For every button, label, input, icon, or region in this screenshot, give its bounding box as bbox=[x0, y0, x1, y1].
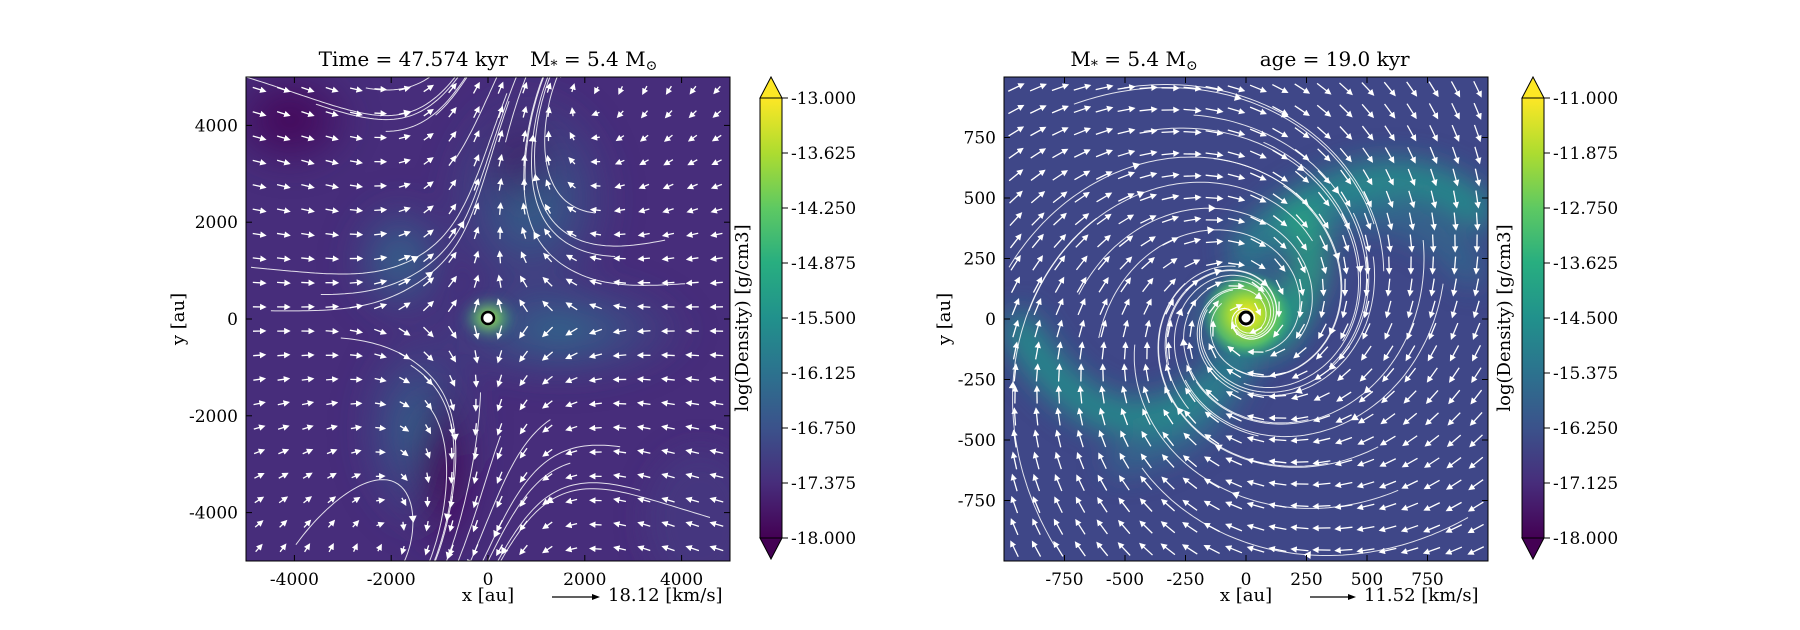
colorbar-2-tick-label: -11.000 bbox=[1553, 89, 1618, 109]
colorbar-2-tick-label: -11.875 bbox=[1553, 144, 1618, 164]
panel-1-ytick-label: 2000 bbox=[195, 213, 238, 233]
panel-2-ylabel: y [au] bbox=[934, 293, 955, 346]
panel-1-xtick-label: 0 bbox=[483, 570, 494, 590]
panel-1-xtick-label: -2000 bbox=[367, 570, 416, 590]
panel-2-xtick-label: 750 bbox=[1411, 570, 1443, 590]
panel-2-axes: -750 -500 -250 0 250 500 750 -750 -500 -250 0 250 50… bbox=[958, 77, 1488, 590]
panel-1-density-map bbox=[246, 77, 730, 561]
panel-1-axes: -4000 -2000 0 2000 4000 -4000 -2000 0 2000 4000 bbox=[189, 77, 730, 590]
colorbar-2-tick-label: -12.750 bbox=[1553, 199, 1618, 219]
colorbar-1: -13.000 -13.625 -14.250 -14.875 -15.500 -16.1… bbox=[732, 75, 856, 561]
panel-1-ylabel: y [au] bbox=[168, 293, 189, 346]
panel-1: Time = 47.574 kyr M* = 5.4 M⊙ -4000 -2000 0… bbox=[168, 47, 731, 606]
panel-1-sink-marker bbox=[480, 310, 496, 326]
colorbar-1-tick-label: -16.750 bbox=[791, 419, 856, 439]
panel-2-xtick-label: 250 bbox=[1290, 570, 1322, 590]
panel-2-xlabel: x [au] bbox=[1220, 585, 1272, 606]
colorbar-2-label: log(Density) [g/cm3] bbox=[1494, 224, 1515, 411]
panel-1-velocity-field bbox=[246, 77, 724, 561]
colorbar-1-tick-label: -13.000 bbox=[791, 89, 856, 109]
panel-2-xtick-label: 500 bbox=[1351, 570, 1383, 590]
panel-2-ytick-label: -750 bbox=[958, 492, 996, 512]
panel-1-ytick-label: -4000 bbox=[189, 504, 238, 524]
panel-2-velocity-field bbox=[1004, 77, 1485, 560]
panel-2-sink-marker bbox=[1238, 310, 1254, 326]
panel-1-ytick-label: 4000 bbox=[195, 116, 238, 136]
colorbar-1-tick-label: -14.875 bbox=[791, 254, 856, 274]
colorbar-2-tick-label: -14.500 bbox=[1553, 309, 1618, 329]
panel-2-ytick-label: 0 bbox=[985, 310, 996, 330]
colorbar-1-tick-label: -17.375 bbox=[791, 474, 856, 494]
colorbar-1-extend-min bbox=[759, 537, 783, 561]
colorbar-2-tick-label: -17.125 bbox=[1553, 474, 1618, 494]
panel-2-ytick-label: 250 bbox=[964, 250, 996, 270]
panel-2-title: M* = 5.4 M⊙ age = 19.0 kyr bbox=[1070, 47, 1410, 74]
panel-1-xtick-label: -4000 bbox=[270, 570, 319, 590]
panel-1-ytick-label: 0 bbox=[227, 310, 238, 330]
panel-2-xtick-label: 0 bbox=[1241, 570, 1252, 590]
panel-2-velocity-key-label: 11.52 [km/s] bbox=[1364, 585, 1479, 606]
colorbar-1-tick-label: -16.125 bbox=[791, 364, 856, 384]
colorbar-2-extend-max bbox=[1521, 75, 1545, 99]
panel-2: M* = 5.4 M⊙ age = 19.0 kyr -750 -500 -250 0 2… bbox=[934, 47, 1489, 606]
panel-2-ytick-label: -500 bbox=[958, 431, 996, 451]
colorbar-1-tick-label: -18.000 bbox=[791, 529, 856, 549]
panel-1-xtick-label: 2000 bbox=[563, 570, 606, 590]
panel-2-ytick-label: 750 bbox=[964, 129, 996, 149]
panel-2-ytick-label: 500 bbox=[964, 189, 996, 209]
panel-1-velocity-key-label: 18.12 [km/s] bbox=[608, 585, 723, 606]
panel-1-velocity-key: 18.12 [km/s] bbox=[552, 585, 723, 606]
colorbar-2: -11.000 -11.875 -12.750 -13.625 -14.500 -15.3… bbox=[1494, 75, 1618, 561]
panel-2-xtick-label: -250 bbox=[1166, 570, 1204, 590]
panel-2-xtick-label: -500 bbox=[1106, 570, 1144, 590]
colorbar-2-tick-label: -18.000 bbox=[1553, 529, 1618, 549]
colorbar-2-tick-label: -16.250 bbox=[1553, 419, 1618, 439]
panel-2-ytick-label: -250 bbox=[958, 371, 996, 391]
colorbar-1-tick-label: -13.625 bbox=[791, 144, 856, 164]
panel-2-velocity-key: 11.52 [km/s] bbox=[1310, 585, 1479, 606]
panel-1-ytick-label: -2000 bbox=[189, 407, 238, 427]
colorbar-1-label: log(Density) [g/cm3] bbox=[732, 224, 753, 411]
colorbar-1-tick-label: -14.250 bbox=[791, 199, 856, 219]
panel-2-xtick-label: -750 bbox=[1045, 570, 1083, 590]
colorbar-1-extend-max bbox=[759, 75, 783, 99]
colorbar-1-tick-label: -15.500 bbox=[791, 309, 856, 329]
panel-1-xtick-label: 4000 bbox=[660, 570, 703, 590]
panel-1-xlabel: x [au] bbox=[462, 585, 514, 606]
panel-1-title: Time = 47.574 kyr M* = 5.4 M⊙ bbox=[319, 47, 658, 74]
colorbar-2-tick-label: -13.625 bbox=[1553, 254, 1618, 274]
colorbar-2-extend-min bbox=[1521, 537, 1545, 561]
colorbar-2-tick-label: -15.375 bbox=[1553, 364, 1618, 384]
